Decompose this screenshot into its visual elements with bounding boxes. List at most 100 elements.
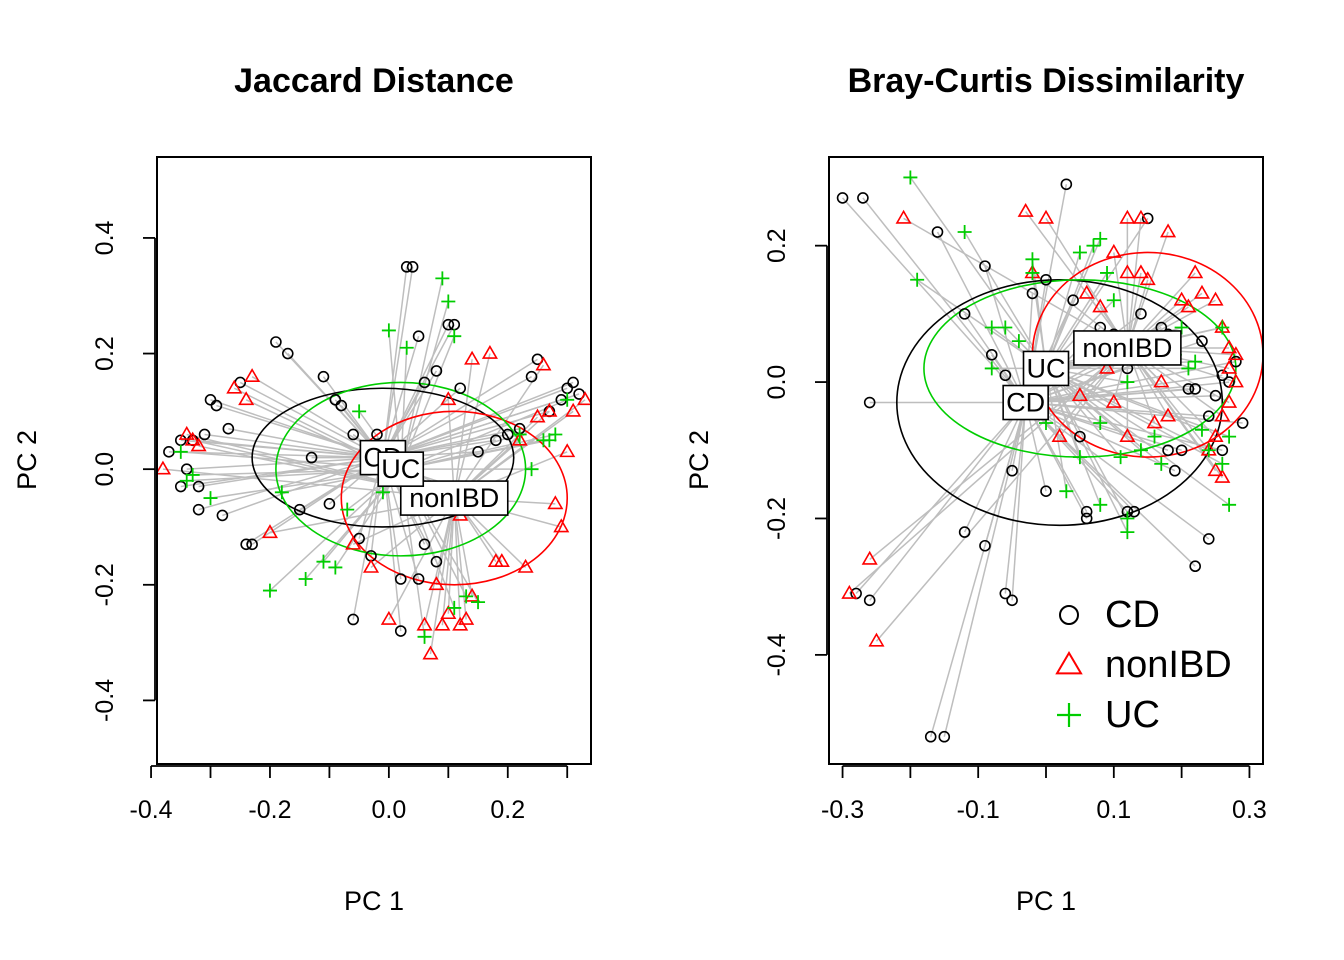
point-cd: [418, 376, 431, 389]
point-uc: [1086, 238, 1101, 253]
point-cd: [857, 192, 869, 204]
x-tick-label: 0.2: [490, 796, 525, 824]
y-tick-label: 0.2: [763, 228, 791, 263]
point-uc: [1113, 450, 1128, 465]
centroid-label-box: [377, 451, 425, 487]
chart-title: Bray-Curtis Dissimilarity: [848, 62, 1245, 100]
point-cd: [335, 399, 348, 412]
centroid-label-text: UC: [381, 454, 420, 484]
point-cd: [192, 503, 205, 516]
legend-item-cd: CD: [1059, 594, 1160, 636]
spider-line: [1004, 402, 1027, 594]
point-uc: [560, 392, 575, 407]
point-uc: [447, 329, 462, 344]
point-cd: [347, 613, 359, 626]
point-nonibd: [345, 535, 362, 550]
point-uc: [1181, 361, 1196, 376]
point-nonibd: [1221, 393, 1238, 408]
spider-line: [1045, 238, 1101, 369]
y-tick-label: 0.4: [91, 220, 119, 255]
point-cd: [958, 308, 971, 320]
spider-line: [1045, 367, 1223, 465]
centroid-label-uc: UC: [1022, 350, 1070, 387]
x-axis-label: PC 1: [1016, 886, 1076, 916]
point-nonibd: [861, 550, 878, 565]
point-cd: [985, 348, 998, 361]
spider-line: [1045, 252, 1081, 369]
point-nonibd: [1160, 407, 1177, 422]
point-uc: [957, 225, 972, 240]
x-tick-label: -0.2: [248, 796, 291, 824]
point-uc: [998, 320, 1013, 335]
point-uc: [1188, 354, 1203, 369]
chart-title: Jaccard Distance: [234, 62, 514, 100]
point-cd: [204, 393, 217, 406]
legend-label: nonIBD: [1105, 644, 1232, 686]
spider-line: [400, 433, 556, 470]
x-axis-label: PC 1: [344, 886, 404, 916]
point-uc: [179, 473, 194, 488]
spider-line: [168, 451, 383, 459]
legend: CD nonIBD UC: [1055, 594, 1232, 736]
point-nonibd: [1119, 428, 1136, 442]
point-nonibd: [464, 587, 481, 602]
point-uc: [542, 433, 557, 448]
centroid-label-box: [399, 480, 509, 516]
spider-line: [1025, 394, 1216, 404]
point-uc: [435, 271, 450, 286]
spider-line: [400, 278, 444, 470]
point-uc: [1106, 293, 1121, 308]
point-nonibd: [493, 553, 510, 568]
spider-line: [382, 266, 414, 458]
panel-bray-curtis: Bray-Curtis Dissimilarity CD nonIBD UC -0.…: [684, 62, 1267, 916]
point-nonibd: [184, 431, 201, 446]
point-nonibd: [362, 558, 380, 573]
point-uc: [375, 485, 390, 500]
spider-line: [943, 402, 1027, 737]
point-cd: [958, 526, 971, 538]
point-cd: [210, 399, 223, 412]
point-nonibd: [380, 610, 397, 625]
point-cd: [1209, 389, 1222, 402]
spider-line: [1025, 401, 1196, 567]
point-nonibd: [1078, 284, 1095, 299]
centroid-label-cd: CD: [1002, 384, 1049, 421]
point-cd: [1006, 464, 1018, 477]
point-cd: [924, 730, 937, 743]
point-cd: [525, 370, 538, 383]
legend-marker: [1055, 651, 1083, 675]
y-tick-label: -0.4: [91, 679, 119, 722]
x-tick-label: -0.1: [957, 796, 1000, 824]
point-uc: [459, 589, 474, 604]
point-uc: [1215, 456, 1230, 471]
y-axis-label: PC 2: [684, 430, 714, 490]
spider-line: [1045, 367, 1210, 451]
point-cd: [222, 422, 235, 435]
point-uc: [1120, 375, 1135, 390]
spider-line: [1025, 402, 1088, 513]
point-uc: [1120, 511, 1135, 526]
point-nonibd: [1221, 339, 1238, 354]
point-uc: [1194, 422, 1209, 437]
ellipse-cd: [251, 387, 515, 528]
point-uc: [352, 404, 367, 419]
spider-line: [903, 217, 1128, 349]
point-cd: [198, 428, 211, 441]
point-cd: [1189, 383, 1201, 395]
point-uc: [471, 595, 486, 610]
point-nonibd: [1227, 346, 1244, 361]
axes: -0.4 -0.2 0.0 0.2 -0.4 -0.2 0.0 0.2 0.4: [91, 220, 569, 824]
point-cd: [1169, 464, 1181, 477]
point-nonibd: [1051, 428, 1068, 442]
point-nonibd: [416, 616, 433, 631]
point-nonibd: [541, 402, 558, 417]
point-cd: [317, 370, 330, 383]
y-tick-label: 0.0: [763, 365, 791, 400]
point-cd: [1040, 485, 1052, 497]
point-nonibd: [577, 391, 591, 406]
point-nonibd: [1119, 264, 1136, 279]
point-nonibd: [1214, 407, 1231, 422]
point-uc: [447, 600, 462, 615]
point-uc: [910, 272, 925, 287]
